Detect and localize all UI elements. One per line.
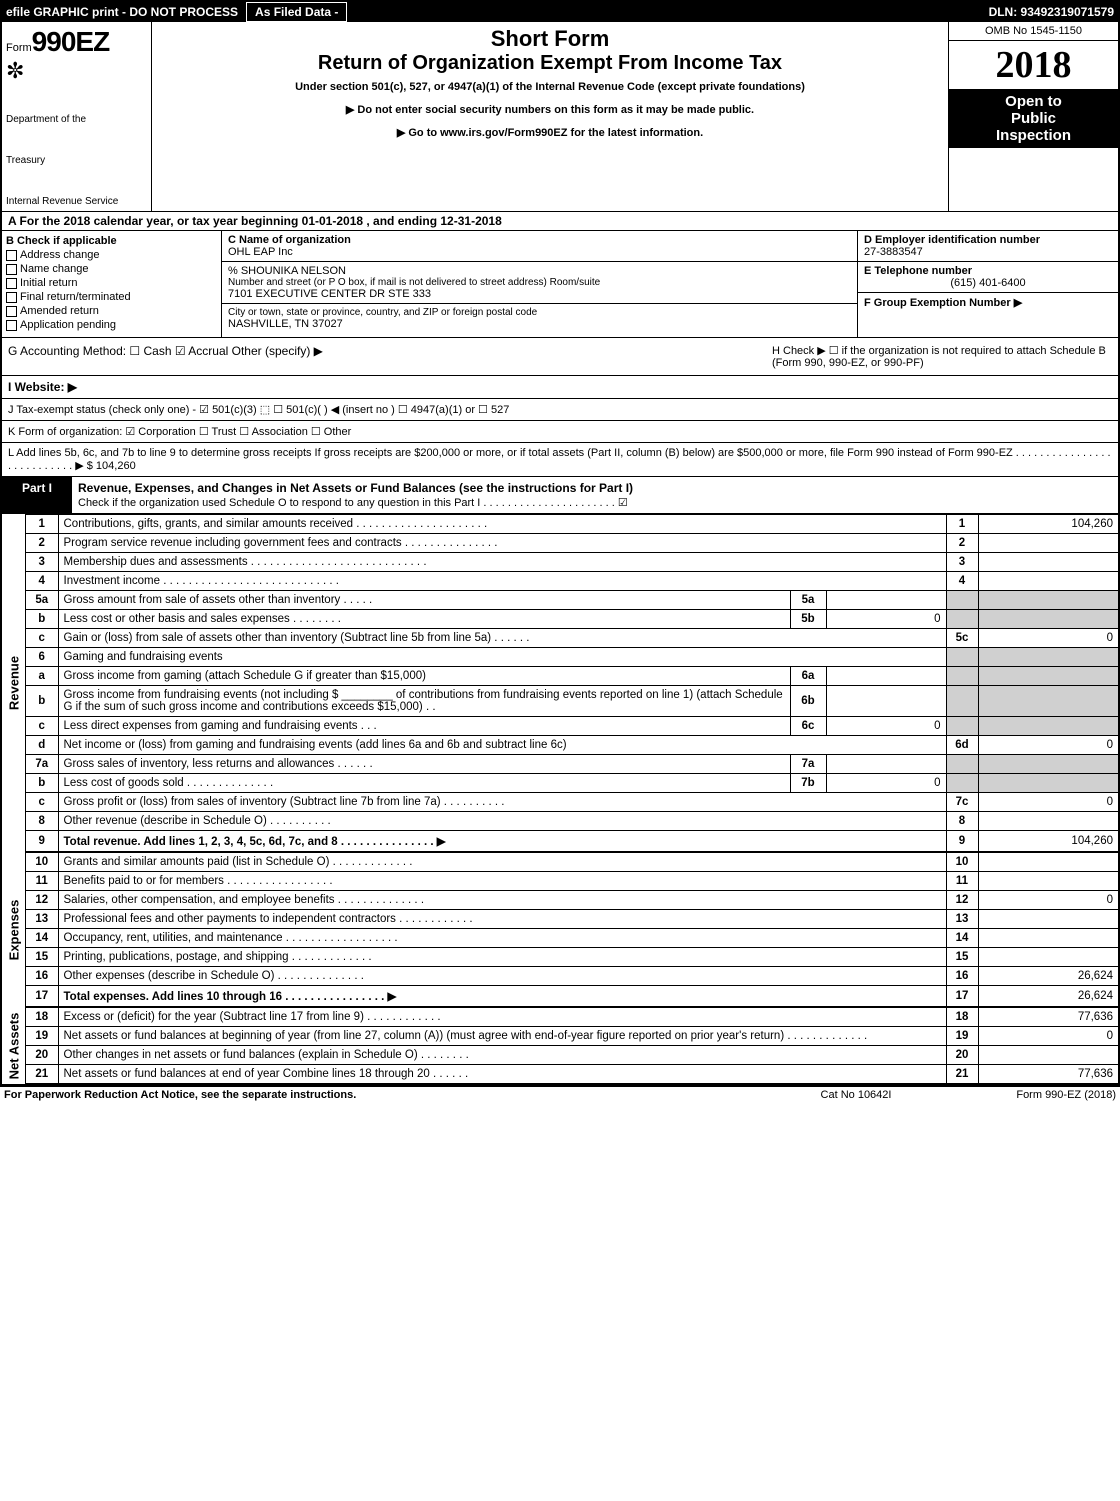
col-d: D Employer identification number 27-3883… [858,231,1118,337]
org-name: OHL EAP Inc [228,246,851,258]
footer: For Paperwork Reduction Act Notice, see … [0,1086,1120,1103]
dln-label: DLN: 93492319071579 [985,3,1118,21]
part-1-label: Part I [2,477,72,513]
paperwork-notice: For Paperwork Reduction Act Notice, see … [4,1089,756,1101]
telephone-label: E Telephone number [864,265,1112,277]
org-name-label: C Name of organization [228,234,851,246]
revenue-table: 1Contributions, gifts, grants, and simil… [26,514,1118,852]
form-prefix: Form [6,42,32,54]
net-assets-section: Net Assets 18Excess or (deficit) for the… [2,1007,1118,1084]
checkbox-final-return[interactable] [6,292,17,303]
return-title: Return of Organization Exempt From Incom… [156,52,944,75]
row-l: L Add lines 5b, 6c, and 7b to line 9 to … [2,443,1118,477]
omb-no: OMB No 1545-1150 [949,22,1118,41]
addr-label: Number and street (or P O box, if mail i… [228,277,851,288]
dept-2: Treasury [6,155,147,166]
expenses-side-label: Expenses [2,852,26,1007]
efile-bar: efile GRAPHIC print - DO NOT PROCESS As … [2,2,1118,22]
net-assets-side-label: Net Assets [2,1007,26,1084]
goto-url: ▶ Go to www.irs.gov/Form990EZ for the la… [156,126,944,139]
part-1-title: Revenue, Expenses, and Changes in Net As… [72,477,1118,513]
under-section: Under section 501(c), 527, or 4947(a)(1)… [156,81,944,93]
row-g-h: G Accounting Method: ☐ Cash ☑ Accrual Ot… [2,338,1118,376]
care-of: % SHOUNIKA NELSON [228,265,851,277]
expenses-section: Expenses 10Grants and similar amounts pa… [2,852,1118,1007]
efile-label: efile GRAPHIC print - DO NOT PROCESS [2,3,242,21]
expenses-table: 10Grants and similar amounts paid (list … [26,852,1118,1007]
row-a: A For the 2018 calendar year, or tax yea… [2,212,1118,231]
telephone-value: (615) 401-6400 [864,277,1112,289]
header-center: Short Form Return of Organization Exempt… [152,22,948,211]
ssn-warning: ▶ Do not enter social security numbers o… [156,103,944,116]
irs-eagle-icon: ✼ [6,58,147,84]
col-c: C Name of organization OHL EAP Inc % SHO… [222,231,858,337]
street-address: 7101 EXECUTIVE CENTER DR STE 333 [228,288,851,300]
form-990ez: efile GRAPHIC print - DO NOT PROCESS As … [0,0,1120,1086]
header: Form990EZ ✼ Department of the Treasury I… [2,22,1118,212]
form-number: 990EZ [32,26,110,57]
row-j: J Tax-exempt status (check only one) - ☑… [2,399,1118,421]
asfiled-label: As Filed Data - [246,2,347,22]
group-exemption-label: F Group Exemption Number ▶ [864,296,1112,309]
dept-1: Department of the [6,114,147,125]
row-i: I Website: ▶ [2,376,1118,399]
ein-value: 27-3883547 [864,246,1112,258]
checkbox-name-change[interactable] [6,264,17,275]
col-b-title: B Check if applicable [6,235,217,247]
open-inspection: Open to Public Inspection [949,89,1118,148]
short-form: Short Form [156,26,944,52]
header-left: Form990EZ ✼ Department of the Treasury I… [2,22,152,211]
revenue-side-label: Revenue [2,514,26,852]
header-right: OMB No 1545-1150 2018 Open to Public Ins… [948,22,1118,211]
city-label: City or town, state or province, country… [228,307,851,318]
col-b: B Check if applicable Address change Nam… [2,231,222,337]
form-ref: Form 990-EZ (2018) [956,1089,1116,1101]
city-state-zip: NASHVILLE, TN 37027 [228,318,851,330]
checkbox-application-pending[interactable] [6,320,17,331]
net-assets-table: 18Excess or (deficit) for the year (Subt… [26,1007,1118,1084]
tax-year: 2018 [949,41,1118,89]
revenue-section: Revenue 1Contributions, gifts, grants, a… [2,514,1118,852]
dept-3: Internal Revenue Service [6,196,147,207]
cat-no: Cat No 10642I [756,1089,956,1101]
org-info: B Check if applicable Address change Nam… [2,231,1118,338]
checkbox-address-change[interactable] [6,250,17,261]
checkbox-amended-return[interactable] [6,306,17,317]
h-check: H Check ▶ ☐ if the organization is not r… [772,344,1112,369]
ein-label: D Employer identification number [864,234,1112,246]
checkbox-initial-return[interactable] [6,278,17,289]
part-1-header: Part I Revenue, Expenses, and Changes in… [2,477,1118,514]
row-k: K Form of organization: ☑ Corporation ☐ … [2,421,1118,443]
accounting-method: G Accounting Method: ☐ Cash ☑ Accrual Ot… [8,344,772,369]
